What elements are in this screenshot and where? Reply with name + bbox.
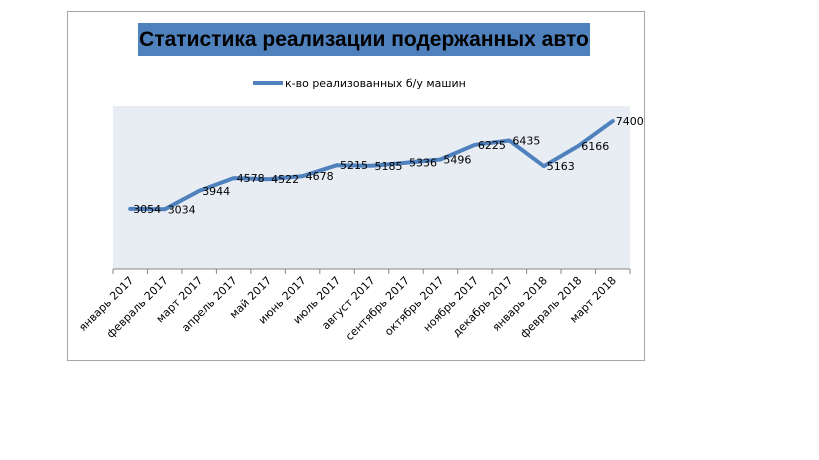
x-tick-label: декабрь 2017 bbox=[450, 274, 515, 339]
data-label: 5185 bbox=[375, 160, 403, 173]
data-label: 3034 bbox=[168, 203, 196, 216]
x-tick-label: февраль 2017 bbox=[104, 274, 171, 341]
data-label: 6225 bbox=[478, 139, 506, 152]
legend-swatch bbox=[253, 81, 283, 85]
data-label: 6435 bbox=[512, 135, 540, 148]
data-label: 5163 bbox=[547, 160, 575, 173]
data-label: 3944 bbox=[202, 185, 230, 198]
data-label: 4578 bbox=[237, 172, 265, 185]
data-label: 4522 bbox=[271, 173, 299, 186]
x-tick-label: февраль 2018 bbox=[518, 274, 585, 341]
x-tick-label: октябрь 2017 bbox=[382, 274, 446, 338]
chart-title: Статистика реализации подержанных авто bbox=[138, 23, 590, 56]
data-label: 5215 bbox=[340, 159, 368, 172]
series-line bbox=[128, 119, 615, 212]
data-label: 5336 bbox=[409, 157, 437, 170]
data-label: 4678 bbox=[306, 170, 334, 183]
data-label: 7400 bbox=[616, 115, 644, 128]
data-label: 5496 bbox=[443, 154, 471, 167]
data-label: 6166 bbox=[581, 140, 609, 153]
plot-area bbox=[113, 106, 630, 269]
data-label: 3054 bbox=[133, 203, 161, 216]
chart-legend: к-во реализованных б/у машин bbox=[253, 73, 466, 93]
legend-label: к-во реализованных б/у машин bbox=[285, 76, 466, 90]
